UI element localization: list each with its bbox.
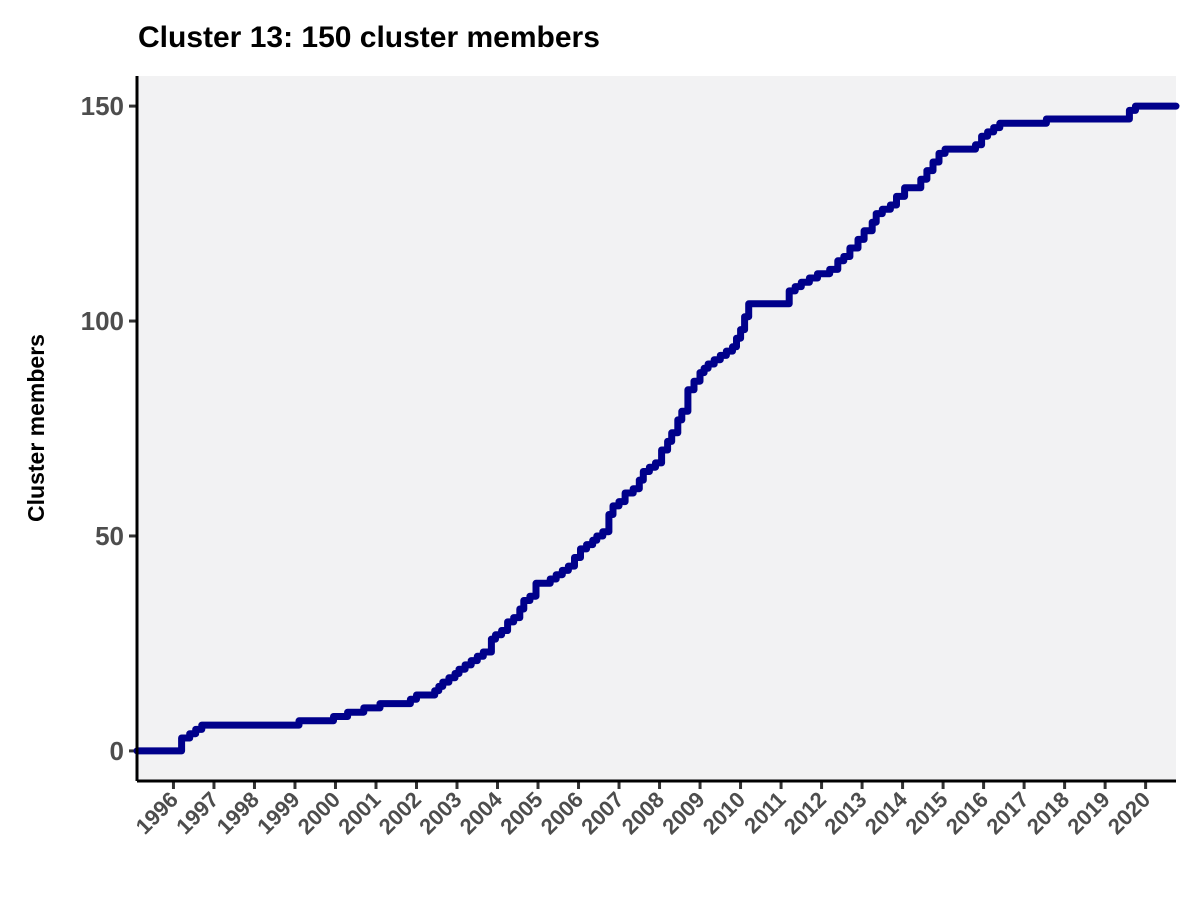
y-axis: 0 50 100 150 [81, 91, 137, 766]
x-tick-label: 2012 [779, 787, 831, 839]
x-tick-label: 1998 [212, 787, 264, 839]
x-tick-label: 1999 [252, 787, 304, 839]
x-tick-label: 2011 [739, 787, 790, 838]
y-axis-label: Cluster members [23, 334, 49, 522]
x-tick-label: 2015 [900, 787, 952, 839]
x-tick-label: 1996 [131, 787, 183, 839]
x-tick-label: 2018 [1022, 787, 1074, 839]
chart-title: Cluster 13: 150 cluster members [138, 21, 600, 54]
x-tick-label: 2002 [374, 787, 426, 839]
x-tick-label: 2009 [657, 787, 709, 839]
y-tick-label: 50 [95, 521, 124, 551]
x-tick-label: 2006 [536, 787, 588, 839]
x-tick-label: 2004 [455, 786, 508, 839]
x-tick-label: 2020 [1103, 787, 1155, 839]
x-tick-label: 2016 [941, 787, 993, 839]
series-line [133, 102, 1180, 755]
x-tick-label: 2000 [293, 787, 345, 839]
x-tick-label: 2005 [495, 787, 547, 839]
y-tick-label: 0 [110, 736, 124, 766]
x-tick-label: 2001 [333, 787, 385, 839]
x-axis: 1996199719981999200020012002200320042005… [131, 781, 1155, 839]
x-tick-label: 2003 [414, 787, 466, 839]
x-tick-label: 2017 [981, 787, 1033, 839]
x-tick-label: 2010 [698, 787, 750, 839]
x-tick-label: 2007 [576, 787, 628, 839]
x-tick-label: 2013 [819, 787, 871, 839]
y-tick-label: 150 [81, 91, 124, 121]
y-tick-label: 100 [81, 306, 124, 336]
plot-panel [137, 76, 1176, 781]
x-tick-label: 2014 [860, 786, 913, 839]
x-tick-label: 2008 [617, 787, 669, 839]
x-tick-label: 1997 [171, 787, 223, 839]
x-tick-label: 2019 [1062, 787, 1114, 839]
